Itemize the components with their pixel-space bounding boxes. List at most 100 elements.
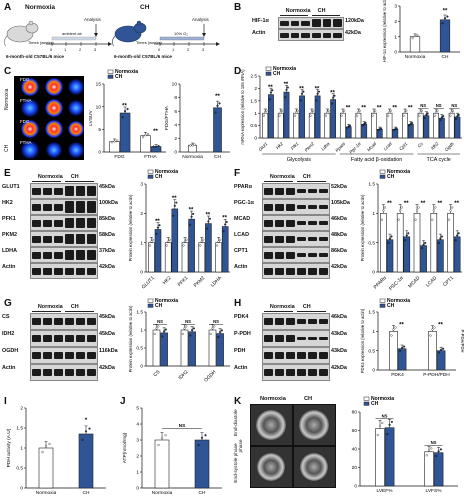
bar (423, 115, 430, 139)
blot-band (32, 317, 41, 326)
y-tick-label: 1.5 (250, 98, 257, 104)
y-tick-label: 2 (20, 406, 23, 412)
data-point (421, 246, 424, 250)
blot-kda-label: 86kDa (331, 248, 347, 254)
panel-c: C FDG FTHA FDG FTHA Normoxia CH 0 5 10 15 LV (0, 64, 232, 164)
sig-label: ** (443, 9, 448, 15)
data-point (416, 34, 419, 37)
blot-band (297, 236, 306, 242)
blot-band (32, 187, 41, 195)
data-point (426, 112, 429, 115)
group-label: Glycolysis (287, 157, 312, 163)
legend-label: Normoxia (387, 298, 410, 304)
blot-kda-label: 46kDa (331, 314, 347, 320)
blot-header: Normoxia CH (30, 304, 96, 312)
data-point (158, 224, 161, 227)
data-point (213, 325, 216, 328)
blot-kda-label: 42kDa (99, 264, 115, 270)
data-point (262, 114, 265, 117)
data-point (449, 209, 452, 212)
bar (433, 112, 439, 139)
data-point (211, 327, 214, 330)
data-point (167, 240, 170, 243)
legend-swatch-normoxia (147, 298, 154, 303)
blot-band (286, 368, 295, 377)
y-tick-label: 80 (352, 410, 358, 416)
bar (293, 112, 300, 139)
tick-label: 0 (158, 47, 161, 52)
blot-band (76, 368, 85, 377)
data-point (312, 109, 315, 112)
sig-label: ** (222, 216, 227, 222)
bar (424, 451, 434, 487)
blot-band (65, 317, 74, 326)
legend-swatch-normoxia (147, 169, 154, 174)
bar (386, 239, 394, 273)
data-point (199, 244, 202, 247)
data-point (435, 111, 438, 114)
data-point (165, 244, 168, 247)
data-point (382, 209, 385, 212)
data-point (81, 438, 84, 441)
blot-band (308, 204, 317, 210)
data-point (456, 115, 459, 118)
data-point (218, 102, 221, 105)
data-point (41, 451, 44, 454)
blot-band (54, 334, 63, 343)
blot-band (65, 250, 74, 260)
blot-band (264, 219, 273, 227)
data-point (157, 444, 160, 447)
blot-kda-label: 120kDa (345, 18, 364, 24)
header-rule (65, 181, 94, 182)
blot-row-label: LDHA (2, 248, 17, 254)
bar (339, 112, 346, 139)
data-point (378, 424, 382, 427)
chart-d: 0 0.5 1 1.5 2 2.5 mRNA expression (relative to… (240, 66, 462, 163)
blot-kda-label: 43kDa (331, 348, 347, 354)
data-point (151, 238, 154, 241)
sig-label: ** (399, 322, 404, 328)
header-normoxia: Normoxia (260, 396, 286, 402)
data-point (376, 433, 379, 437)
data-point (451, 206, 454, 209)
x-tick-label: PKM2 (193, 275, 207, 289)
blot-band (264, 251, 273, 259)
y-tick-label: 60 (352, 428, 358, 434)
header-rule (32, 311, 61, 312)
y-tick-label: 0.5 (250, 123, 257, 129)
sig-label: ** (205, 212, 210, 218)
panel-i: I 0 0.5 1 1.5 2 PDH activity (A.U) Normoxia CH * (0, 394, 116, 502)
data-point (451, 109, 455, 112)
y-tick-label: 1 (394, 34, 397, 40)
legend-label: Normoxia (371, 396, 394, 402)
data-point (182, 244, 185, 247)
blot-band (87, 267, 96, 275)
blot-band (297, 221, 306, 225)
blot-band (286, 334, 295, 343)
legend-swatch-ch (147, 303, 154, 308)
y-tick-label: 1 (372, 211, 375, 217)
data-point (340, 114, 343, 117)
data-point (185, 238, 188, 241)
blot-band (87, 368, 96, 377)
sig-label: NS (213, 319, 219, 324)
data-point (157, 325, 160, 328)
x-tick-label: CS (152, 369, 161, 378)
blot-band-row (262, 199, 330, 215)
blot-band (308, 252, 317, 258)
bar (119, 112, 131, 153)
sig-label: NS (431, 440, 437, 445)
data-point (217, 240, 220, 243)
y-axis-label: ATP(nmol/mg) (122, 432, 128, 463)
data-point (411, 37, 414, 40)
header-rule (264, 311, 293, 312)
bar (384, 427, 395, 487)
data-point (415, 209, 419, 212)
y-tick-label: 2 (174, 136, 177, 142)
x-tick-label: CH (83, 490, 90, 496)
times-label: Times (weeks) (28, 40, 54, 45)
bar (409, 36, 421, 53)
data-point (348, 124, 352, 127)
pet-scan-grid: FDG FTHA FDG FTHA (14, 76, 84, 160)
sig-label: ** (404, 201, 409, 207)
